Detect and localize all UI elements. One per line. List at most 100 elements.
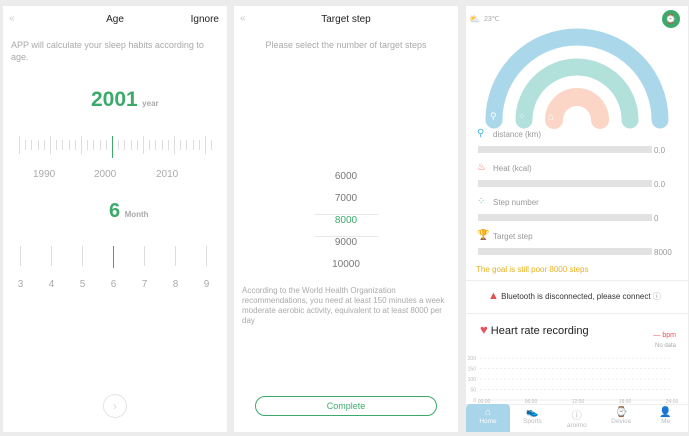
step-option[interactable]: 10000 (332, 259, 360, 270)
ignore-button[interactable]: Ignore (190, 14, 219, 25)
nav-icon: 👤 (659, 407, 672, 418)
next-button[interactable]: › (103, 394, 127, 418)
ruler-tick (155, 140, 157, 150)
nav-aroimo[interactable]: ⓘ aroimo (555, 404, 599, 432)
x-tick-label: 06:00 (525, 399, 538, 404)
month-tick-label: 9 (203, 279, 210, 290)
ruler-tick (31, 140, 33, 150)
metric-progress-bar (478, 214, 652, 221)
bottom-nav (466, 404, 688, 432)
year-value: 2001 (91, 88, 138, 111)
month-tick-label: 3 (17, 279, 24, 290)
y-tick-label: 100 (468, 377, 477, 383)
ruler-tick (56, 140, 58, 150)
heart-rate-header: ♥ Heart rate recording (480, 322, 589, 337)
metric-value: 0.0 (654, 146, 666, 155)
ruler-tick (25, 140, 27, 150)
step-option[interactable]: 7000 (334, 193, 358, 204)
chevron-right-icon: › (113, 399, 117, 413)
heart-icon: ♥ (480, 322, 488, 337)
year-indicator (112, 136, 113, 158)
bpm-label: bpm (662, 332, 676, 339)
y-tick-label: 150 (468, 367, 477, 373)
sync-device-button[interactable]: ⌚ (662, 10, 680, 28)
ruler-tick (180, 140, 182, 150)
nav-sports[interactable]: 👟 Sports (510, 404, 554, 432)
step-option[interactable]: 9000 (334, 237, 358, 248)
x-tick-label: 18:00 (619, 399, 632, 404)
nav-home[interactable]: ⌂ Home (466, 404, 510, 432)
bpm-legend: — bpm (653, 332, 676, 339)
ruler-tick (50, 136, 51, 154)
flame-icon: ⌂ (548, 112, 554, 123)
step-option[interactable]: 6000 (334, 171, 358, 182)
month-tick-label: 8 (172, 279, 179, 290)
ruler-tick (124, 140, 126, 150)
activity-rings: ⚲ ⁘ ⌂ (485, 28, 669, 129)
year-unit: year (142, 99, 159, 108)
steps-arc (515, 58, 639, 129)
ruler-tick (174, 136, 175, 154)
ruler-tick (118, 140, 120, 150)
month-tick-label: 7 (141, 279, 148, 290)
target-subtitle: Please select the number of target steps (265, 40, 427, 50)
x-tick-label: 24:00 (666, 399, 679, 404)
month-tick (144, 246, 145, 266)
ruler-tick (161, 140, 163, 150)
age-description: APP will calculate your sleep habits acc… (11, 40, 204, 62)
help-icon[interactable]: ⓘ (652, 292, 661, 301)
ruler-tick (167, 140, 169, 150)
y-tick-label: 50 (470, 388, 476, 394)
month-tick (113, 246, 114, 268)
back-icon[interactable]: « (9, 13, 15, 24)
ruler-tick (136, 140, 138, 150)
weather-partly-cloudy-icon: ⛅ (469, 14, 481, 24)
month-tick (51, 246, 52, 266)
ruler-tick (68, 140, 70, 150)
ruler-tick (149, 140, 151, 150)
month-ruler[interactable]: 3 4 5 6 7 8 9 (3, 246, 227, 296)
nav-me[interactable]: 👤 Me (644, 404, 688, 432)
divider (466, 313, 688, 314)
divider (314, 214, 378, 215)
metric-value: 0.0 (654, 180, 666, 189)
complete-button[interactable]: Complete (255, 396, 437, 416)
location-icon: ⚲ (477, 128, 485, 139)
metric-progress-bar (478, 146, 652, 153)
ruler-tick (81, 136, 82, 154)
home-panel: ⛅ 23℃ ⌚ ⚲ ⁘ ⌂ ⚲ distance (km) 0.0 ♨ Heat … (466, 6, 688, 432)
step-picker[interactable]: 6000 7000 8000 9000 10000 (314, 166, 378, 276)
month-tick-label: 5 (79, 279, 86, 290)
y-tick-label: 0 (473, 398, 476, 404)
ruler-tick (198, 140, 200, 150)
nav-label: Me (661, 418, 671, 425)
nav-device[interactable]: ⌚ Device (599, 404, 643, 432)
bluetooth-text: Bluetooth is disconnected, please connec… (501, 292, 651, 301)
x-tick-label: 00:00 (478, 399, 491, 404)
divider (466, 280, 688, 281)
target-step-panel: « Target step Please select the number o… (234, 6, 458, 432)
nav-icon: ⌚ (614, 407, 628, 418)
ruler-tick (19, 136, 20, 154)
ruler-tick (87, 140, 89, 150)
metric-label: distance (km) (493, 130, 542, 139)
nav-icon: 👟 (526, 407, 539, 418)
ruler-tick (93, 140, 95, 150)
x-tick-label: 12:00 (572, 399, 585, 404)
ruler-tick (37, 140, 39, 150)
year-display: 2001 year (91, 88, 159, 112)
y-tick-label: 200 (468, 356, 477, 362)
ruler-tick (43, 140, 45, 150)
back-icon[interactable]: « (240, 13, 246, 24)
nav-icon: ⓘ (571, 411, 582, 422)
metric-progress-bar (478, 180, 652, 187)
bluetooth-warning[interactable]: ▲ Bluetooth is disconnected, please conn… (488, 290, 661, 302)
year-ruler[interactable] (3, 136, 227, 166)
ruler-tick (74, 140, 76, 150)
who-note: According to the World Health Organizati… (242, 286, 445, 325)
month-tick-label: 4 (48, 279, 55, 290)
ruler-tick (192, 140, 194, 150)
metric-progress-bar (478, 248, 652, 255)
trophy-icon: 🏆 (477, 230, 490, 241)
step-option[interactable]: 8000 (334, 215, 358, 226)
